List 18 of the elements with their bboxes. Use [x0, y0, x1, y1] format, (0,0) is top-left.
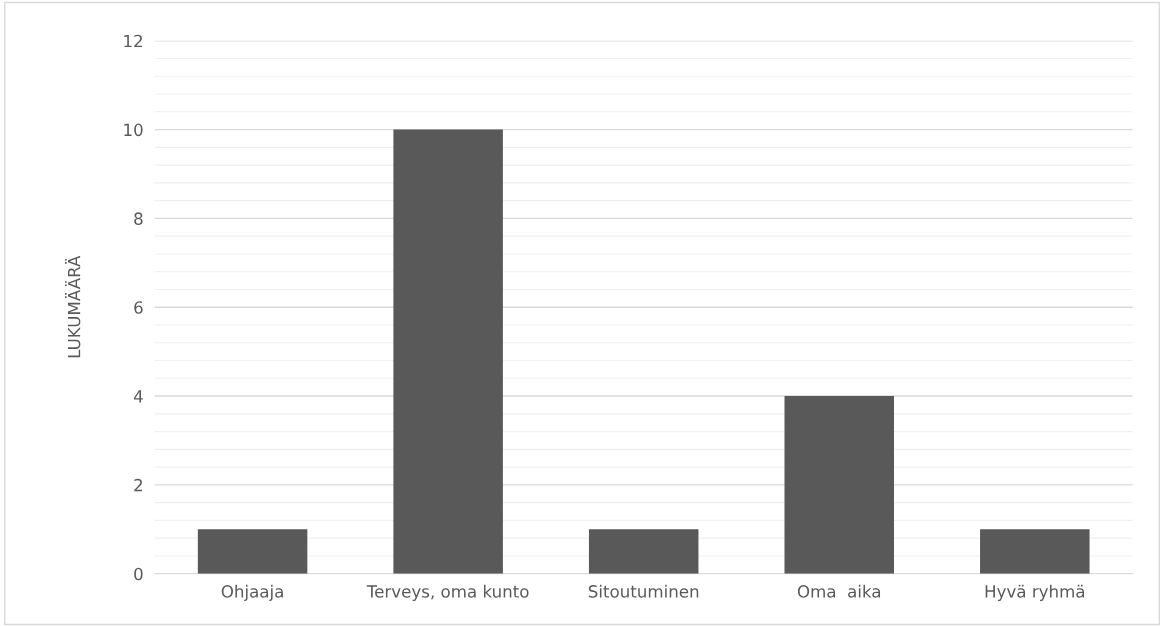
y-axis-title: LUKUMÄÄRÄ [64, 255, 81, 358]
x-tick-label: Oma aika [797, 584, 881, 598]
y-tick-label: 12 [124, 34, 143, 48]
x-tick-label: Hyvä ryhmä [985, 584, 1085, 601]
x-tick-label: Ohjaaja [221, 584, 283, 601]
bar [393, 129, 503, 574]
y-tick-label: 10 [124, 123, 143, 137]
y-tick-label: 4 [133, 390, 143, 403]
y-tick-label: 0 [134, 567, 143, 581]
bar [784, 396, 894, 574]
x-tick-label: Sitoutuminen [588, 584, 699, 598]
bar [197, 529, 308, 574]
y-tick-label: 8 [134, 212, 143, 225]
x-tick-label: Terveys, oma kunto [366, 584, 529, 601]
bar [980, 529, 1090, 574]
y-tick-label: 6 [134, 301, 143, 314]
y-tick-label: 2 [134, 478, 143, 492]
bar [588, 529, 699, 574]
